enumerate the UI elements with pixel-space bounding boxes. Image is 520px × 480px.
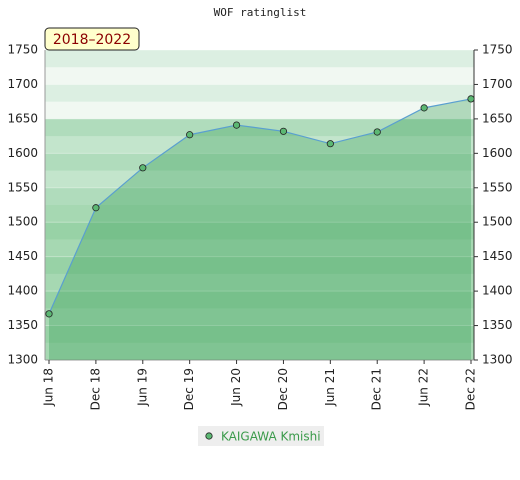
point: [186, 131, 194, 139]
x-tick-label: Jun 19: [135, 368, 149, 407]
line: [48, 98, 472, 315]
y2-tick-label: 1750: [482, 43, 513, 57]
y2-tick-label: 1550: [482, 180, 513, 194]
y-tick-label: 1550: [7, 180, 38, 194]
background-band: [45, 222, 474, 240]
y-tick-label: 1600: [7, 146, 38, 160]
background-band: [45, 256, 474, 275]
annotation-box: [44, 27, 140, 51]
point: [139, 164, 147, 172]
background-band: [45, 136, 474, 154]
legend-marker: [205, 432, 213, 440]
y2-tick-label: 1500: [482, 215, 513, 229]
point: [279, 127, 288, 135]
background-band: [45, 67, 474, 85]
point: [420, 104, 428, 112]
background-band: [45, 205, 474, 223]
background-band: [45, 153, 474, 172]
x-tick-label: Jun 18: [42, 368, 56, 407]
background-band: [45, 308, 474, 327]
y-tick-label: 1450: [7, 249, 38, 263]
point: [373, 128, 381, 136]
legend-box: [198, 426, 324, 446]
background-band: [45, 84, 474, 103]
chart-title: WOF ratinglist: [214, 6, 307, 19]
point: [92, 204, 100, 212]
x-tick-label: Jun 22: [417, 368, 431, 407]
background-band: [45, 101, 474, 120]
point: [232, 121, 241, 129]
y-tick-label: 1650: [7, 111, 38, 125]
y-tick-label: 1750: [7, 43, 38, 57]
x-tick-label: Dec 19: [182, 368, 196, 410]
background-band: [45, 170, 474, 189]
area: [49, 98, 471, 361]
background-band: [45, 50, 474, 68]
y2-tick-label: 1650: [482, 111, 513, 125]
y-tick-label: 1700: [7, 77, 38, 91]
y2-tick-label: 1700: [482, 77, 513, 91]
point: [467, 95, 475, 103]
background-band: [45, 291, 474, 309]
point: [326, 140, 334, 148]
y2-tick-label: 1300: [482, 353, 513, 367]
x-tick-label: Jun 21: [323, 368, 337, 407]
x-tick-label: Dec 18: [88, 368, 102, 410]
annotation: 2018–2022: [53, 32, 131, 48]
x-tick-label: Dec 20: [276, 368, 290, 410]
background-band: [45, 325, 474, 344]
y-tick-label: 1300: [7, 353, 38, 367]
background-band: [45, 342, 474, 361]
x-tick-label: Jun 20: [229, 368, 243, 407]
point: [45, 310, 53, 318]
x-tick-label: Dec 21: [370, 368, 384, 410]
y-tick-label: 1350: [7, 318, 38, 332]
background-band: [45, 273, 474, 292]
background-band: [45, 187, 474, 206]
y2-tick-label: 1400: [482, 284, 513, 298]
y-tick-label: 1400: [7, 284, 38, 298]
legend-label: KAIGAWA Kmishi: [221, 430, 321, 444]
background-band: [45, 239, 474, 258]
x-tick-label: Dec 22: [464, 368, 478, 410]
y2-tick-label: 1350: [482, 318, 513, 332]
y-tick-label: 1500: [7, 215, 38, 229]
y2-tick-label: 1450: [482, 249, 513, 263]
y2-tick-label: 1600: [482, 146, 513, 160]
